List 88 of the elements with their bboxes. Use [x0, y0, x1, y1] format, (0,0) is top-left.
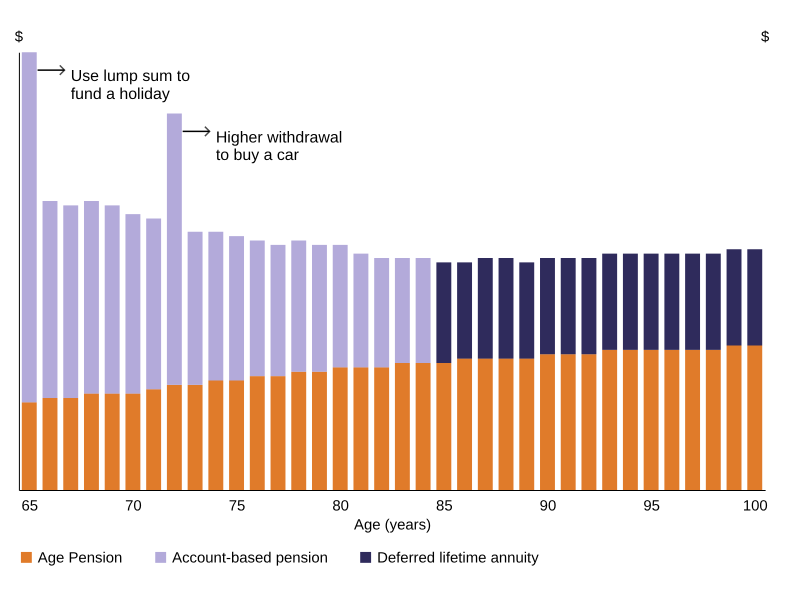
bar	[747, 346, 762, 490]
bar	[726, 249, 742, 346]
bar	[519, 358, 534, 490]
bar	[250, 240, 265, 376]
bar	[416, 258, 431, 364]
bar	[457, 262, 472, 359]
bar	[498, 258, 514, 359]
bar	[457, 358, 472, 490]
bar	[353, 254, 368, 368]
bar	[540, 258, 555, 354]
bar	[84, 394, 99, 490]
x-tick-label: 65	[21, 497, 38, 514]
bar	[374, 367, 390, 490]
legend-label: Account-based pension	[172, 549, 328, 566]
y2-axis-title: $	[760, 28, 770, 46]
x-tick-label: 75	[228, 497, 246, 514]
x-tick-label: 85	[436, 497, 453, 514]
bar	[478, 258, 493, 359]
bar	[664, 254, 680, 350]
bar	[312, 372, 327, 490]
bar	[353, 367, 368, 490]
bar	[726, 346, 742, 490]
bar	[125, 394, 140, 490]
bar	[706, 350, 721, 490]
bar	[229, 236, 244, 381]
bar	[188, 232, 203, 385]
bar	[104, 394, 120, 490]
bar	[22, 52, 37, 402]
bar	[644, 350, 659, 490]
bar	[602, 254, 618, 350]
bar	[312, 244, 327, 372]
bar	[602, 350, 618, 490]
x-tick-label: 95	[643, 497, 660, 514]
bar	[229, 380, 244, 490]
y-axis-title: $	[14, 28, 24, 46]
bar	[332, 367, 348, 490]
bar	[42, 398, 58, 490]
bar	[270, 244, 286, 376]
bar	[685, 254, 700, 350]
bar	[560, 354, 576, 490]
legend-label: Deferred lifetime annuity	[377, 549, 540, 566]
bar	[622, 254, 638, 350]
x-tick-label: 70	[125, 497, 142, 514]
x-tick-label: 100	[742, 497, 768, 514]
bar	[581, 258, 596, 354]
bar	[63, 398, 78, 490]
bar	[416, 363, 431, 490]
bar	[250, 376, 265, 490]
bar	[664, 350, 680, 490]
bar	[166, 384, 182, 490]
bar	[125, 214, 140, 394]
bar	[84, 201, 99, 394]
bar	[291, 372, 306, 490]
annotation: Use lump sum to fund a holiday	[70, 68, 190, 103]
bar	[706, 254, 721, 350]
bar	[498, 358, 514, 490]
x-tick-label: 80	[332, 497, 349, 514]
bar	[188, 384, 203, 490]
bar	[291, 240, 306, 372]
bar	[685, 350, 700, 490]
bar	[436, 262, 452, 364]
bar	[478, 358, 493, 490]
bar	[42, 201, 58, 398]
bar	[22, 402, 37, 490]
bar	[747, 249, 762, 346]
bar	[644, 254, 659, 350]
bar	[622, 350, 638, 490]
bar	[146, 218, 162, 390]
bar	[436, 363, 452, 490]
bar	[560, 258, 576, 354]
annotation: Higher withdrawal to buy a car	[216, 129, 342, 164]
bar	[394, 363, 410, 490]
bar	[540, 354, 555, 490]
bar	[519, 262, 534, 359]
bar	[166, 113, 182, 385]
legend-label: Age Pension	[38, 549, 122, 566]
bar	[374, 258, 390, 368]
bar	[394, 258, 410, 364]
x-axis-title: Age (years)	[354, 516, 432, 534]
bar	[208, 380, 224, 490]
bar	[146, 389, 162, 490]
bar	[104, 205, 120, 394]
x-tick-label: 90	[540, 497, 556, 514]
bar	[581, 354, 596, 490]
bar	[63, 205, 78, 398]
bar	[208, 232, 224, 381]
bar	[270, 376, 286, 490]
bar	[332, 244, 348, 368]
